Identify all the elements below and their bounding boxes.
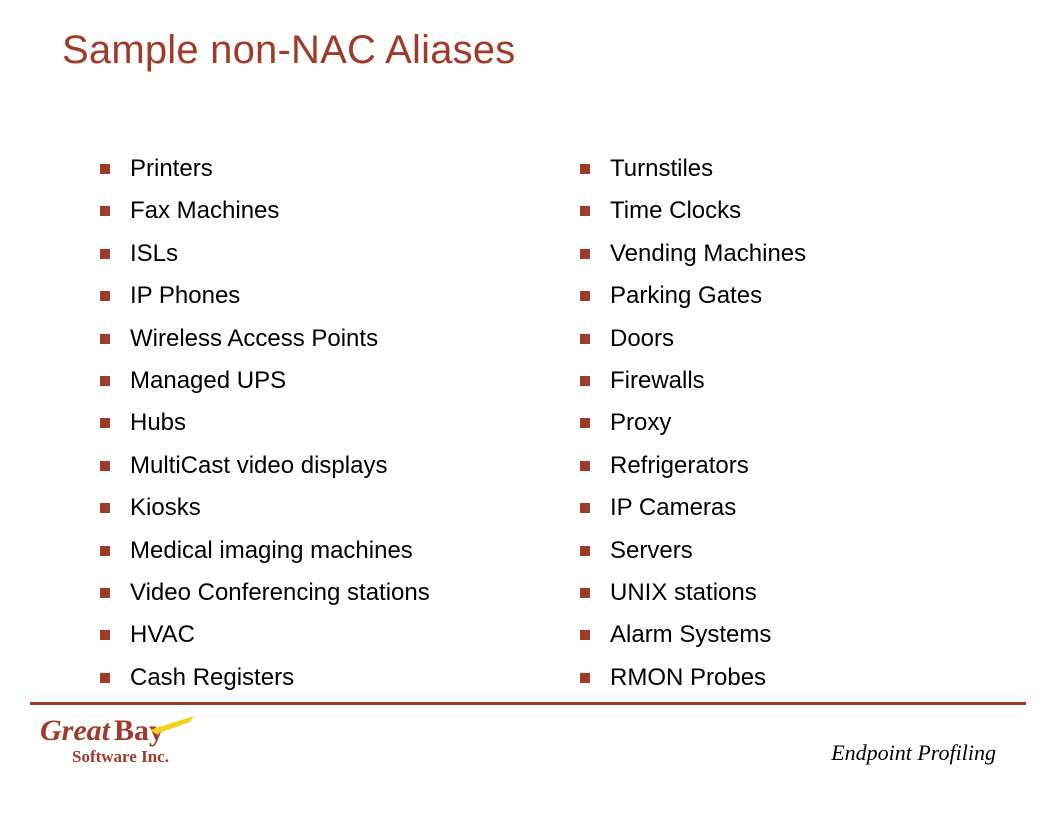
list-item: Managed UPS [100,368,520,394]
list-item: RMON Probes [580,665,940,691]
list-item: Turnstiles [580,156,940,182]
slide-title: Sample non-NAC Aliases [62,28,516,73]
list-item: Wireless Access Points [100,326,520,352]
right-column: Turnstiles Time Clocks Vending Machines … [580,156,940,707]
list-item: MultiCast video displays [100,453,520,479]
left-list: Printers Fax Machines ISLs IP Phones Wir… [100,156,520,691]
list-item: UNIX stations [580,580,940,606]
list-item: Video Conferencing stations [100,580,520,606]
list-item: Proxy [580,410,940,436]
list-item: Medical imaging machines [100,538,520,564]
list-item: ISLs [100,241,520,267]
brand-swoosh-icon [150,716,194,736]
list-item: Hubs [100,410,520,436]
right-list: Turnstiles Time Clocks Vending Machines … [580,156,940,691]
footer-subtitle: Endpoint Profiling [831,740,996,766]
list-item: Parking Gates [580,283,940,309]
list-item: Alarm Systems [580,622,940,648]
list-item: Refrigerators [580,453,940,479]
list-item: Fax Machines [100,198,520,224]
list-item: Doors [580,326,940,352]
left-column: Printers Fax Machines ISLs IP Phones Wir… [100,156,520,707]
list-item: Kiosks [100,495,520,521]
brand-line2: Software Inc. [72,748,169,765]
brand-word-great: Great [40,714,110,747]
list-item: Firewalls [580,368,940,394]
list-item: Cash Registers [100,665,520,691]
content-columns: Printers Fax Machines ISLs IP Phones Wir… [100,156,960,707]
list-item: IP Cameras [580,495,940,521]
footer-divider [30,702,1026,705]
list-item: Printers [100,156,520,182]
list-item: Vending Machines [580,241,940,267]
slide: Sample non-NAC Aliases Printers Fax Mach… [0,0,1056,816]
list-item: Servers [580,538,940,564]
list-item: IP Phones [100,283,520,309]
list-item: HVAC [100,622,520,648]
list-item: Time Clocks [580,198,940,224]
